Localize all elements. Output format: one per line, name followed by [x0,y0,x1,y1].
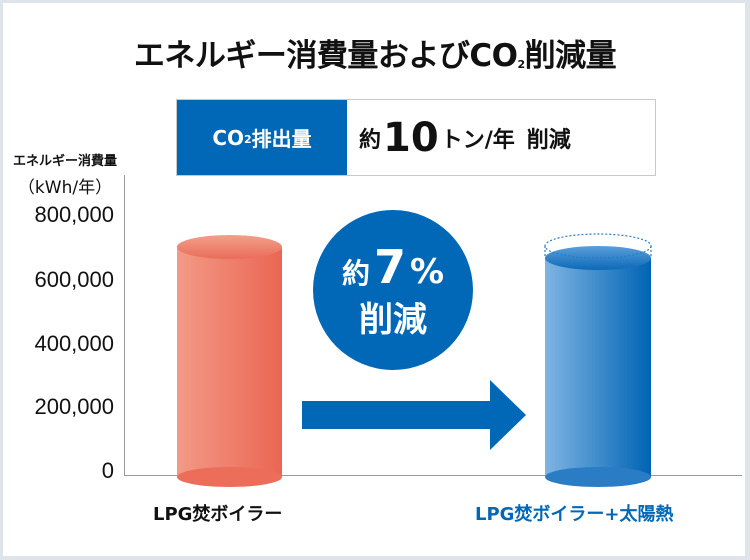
y-tick-label: 400,000 [34,331,114,356]
bar-lpg-boiler-solar [544,233,652,487]
category-label-lpg-boiler-solar: LPG焚ボイラー+太陽熱 [475,504,674,525]
co2-emission-box: CO 2 排出量 約 10 トン/年 削減 [176,99,656,176]
co2-emission-value: 約 10 トン/年 削減 [359,114,571,161]
bar-lpg-boiler [177,235,282,487]
y-tick-label: 200,000 [34,394,114,419]
x-axis-line [124,475,742,476]
y-axis-line [124,175,125,475]
y-tick-label: 0 [101,458,114,483]
co2-emission-label: CO 2 排出量 [177,100,347,175]
arrow-right-icon [302,380,526,450]
y-tick-label: 800,000 [34,202,114,227]
y-axis-title: エネルギー消費量 （kWh/年） [12,154,117,198]
y-tick-label: 600,000 [34,267,114,292]
category-label-lpg-boiler: LPG焚ボイラー [153,504,283,525]
reduction-badge: 約 7 % 削減 [313,210,473,370]
chart-title: エネルギー消費量およびCO2削減量 [133,38,617,74]
